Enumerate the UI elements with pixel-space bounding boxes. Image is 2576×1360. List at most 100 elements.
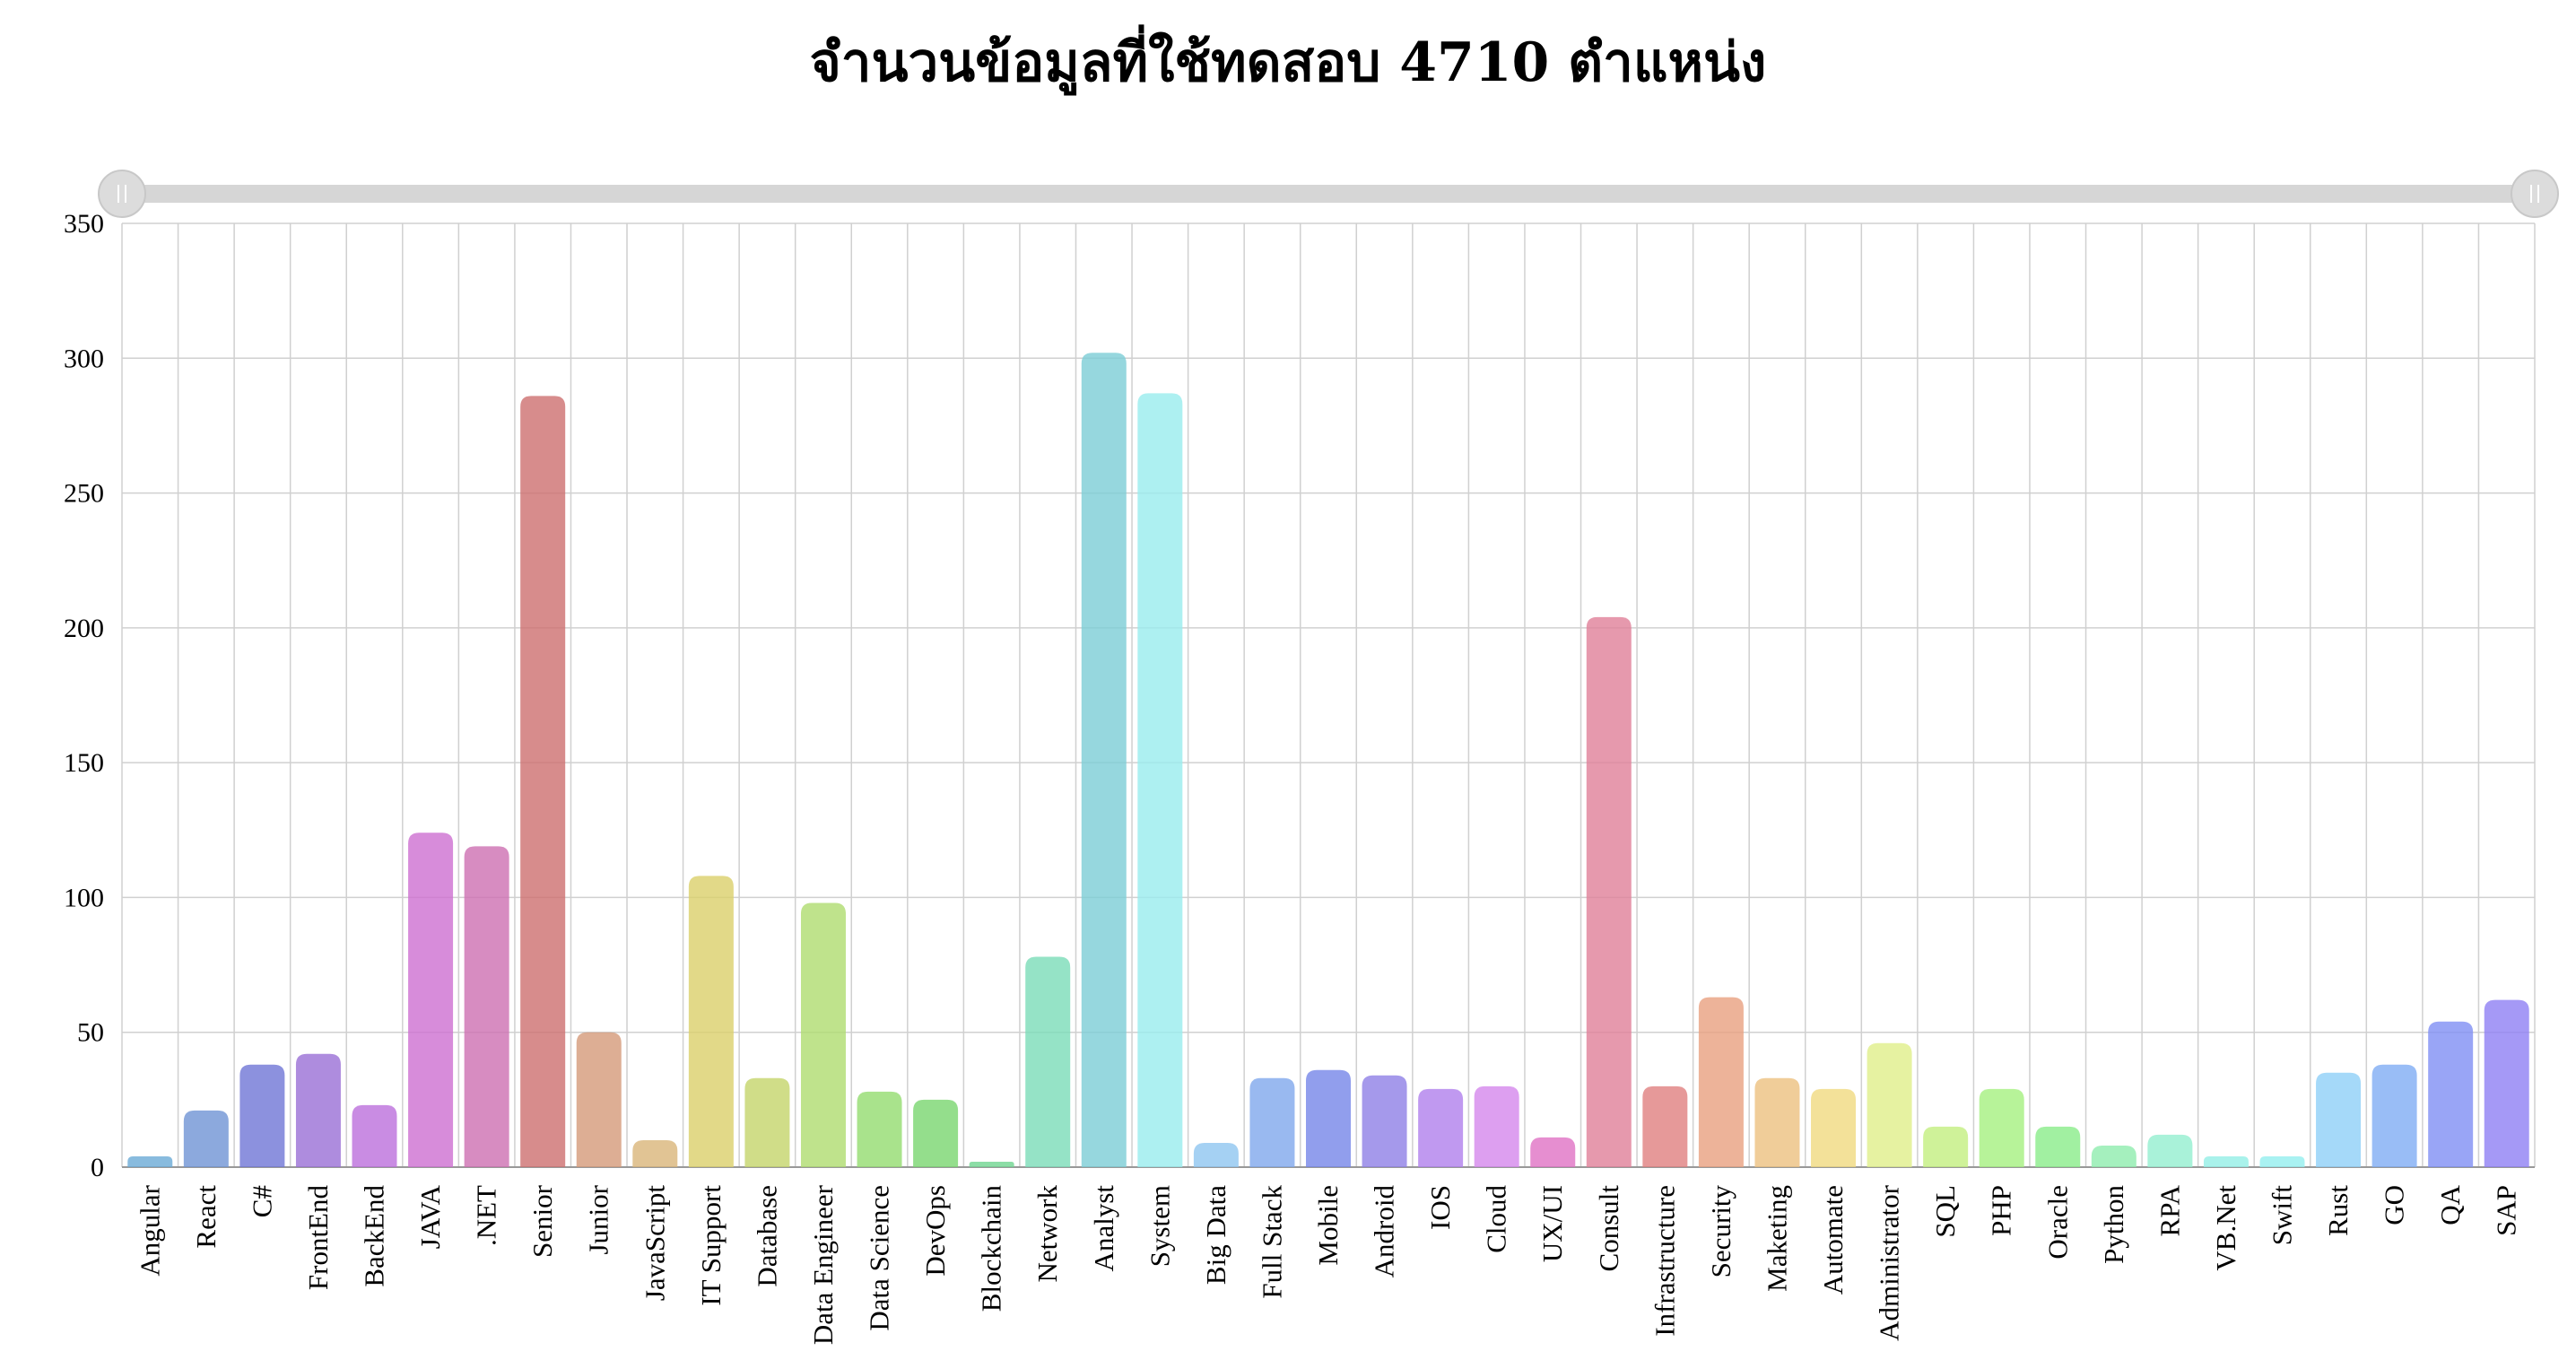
x-tick-label: Big Data xyxy=(1200,1185,1231,1285)
bar-it-support xyxy=(688,876,734,1167)
y-tick-label: 250 xyxy=(64,479,104,509)
x-tick-label: RPA xyxy=(2154,1184,2185,1236)
x-tick-label: GO xyxy=(2379,1185,2410,1225)
x-tick-label: JavaScript xyxy=(639,1185,670,1302)
x-axis-labels: Angular React C# FrontEnd BackEnd JAVA .NET Sen… xyxy=(134,1184,2521,1345)
bar-junior xyxy=(576,1032,622,1167)
bar--net xyxy=(464,846,509,1167)
bar-big-data xyxy=(1193,1142,1239,1167)
bar-python xyxy=(2091,1145,2137,1167)
y-tick-label: 50 xyxy=(77,1018,104,1048)
x-tick-label: VB.Net xyxy=(2210,1185,2241,1271)
x-tick-label: Infrastructure xyxy=(1649,1185,1680,1337)
bars xyxy=(127,353,2529,1167)
x-tick-label: Python xyxy=(2098,1185,2129,1264)
bar-java xyxy=(408,833,454,1167)
x-tick-label: Database xyxy=(751,1185,782,1287)
bar-security xyxy=(1698,997,1744,1167)
x-tick-label: FrontEnd xyxy=(302,1185,334,1291)
x-tick-label: SAP xyxy=(2491,1185,2522,1236)
bar-automate xyxy=(1811,1088,1857,1167)
x-tick-label: Cloud xyxy=(1481,1185,1512,1253)
x-tick-label: QA xyxy=(2434,1184,2466,1225)
bar-react xyxy=(183,1110,229,1167)
x-tick-label: Analyst xyxy=(1088,1185,1119,1272)
bar-blockchain xyxy=(969,1161,1014,1167)
bar-angular xyxy=(127,1155,173,1167)
x-tick-label: Oracle xyxy=(2041,1185,2073,1260)
x-tick-label: JAVA xyxy=(414,1184,446,1249)
x-tick-label: Senior xyxy=(527,1184,558,1258)
x-tick-label: IT Support xyxy=(695,1185,727,1306)
bar-analyst xyxy=(1081,353,1127,1167)
x-tick-label: Junior xyxy=(583,1184,614,1254)
x-tick-label: Automate xyxy=(1817,1185,1849,1295)
x-tick-label: Data Engineer xyxy=(807,1184,839,1345)
y-tick-label: 200 xyxy=(64,614,104,643)
bar-full-stack xyxy=(1249,1077,1295,1167)
x-tick-label: .NET xyxy=(471,1185,502,1246)
x-tick-label: IOS xyxy=(1424,1185,1456,1230)
x-tick-label: Consult xyxy=(1593,1185,1624,1272)
bar-frontend xyxy=(295,1053,341,1167)
y-tick-label: 300 xyxy=(64,344,104,373)
bar-consult xyxy=(1586,616,1632,1167)
chart-title: จำนวนข้อมูลที่ใช้ทดสอบ 4710 ตำแหน่ง xyxy=(810,24,1767,96)
x-tick-label: Android xyxy=(1369,1185,1400,1278)
x-tick-label: Security xyxy=(1705,1185,1736,1278)
x-tick-label: Swift xyxy=(2266,1185,2297,1246)
bar-qa xyxy=(2428,1021,2474,1167)
x-tick-label: React xyxy=(190,1185,222,1249)
x-tick-label: C# xyxy=(246,1185,277,1217)
x-tick-label: Network xyxy=(1031,1185,1063,1283)
slider-track[interactable] xyxy=(122,185,2535,203)
slider-start-handle[interactable] xyxy=(98,170,146,218)
bar-backend xyxy=(352,1104,397,1167)
x-tick-label: Mobile xyxy=(1312,1185,1344,1266)
y-tick-label: 150 xyxy=(64,748,104,778)
bar-devops xyxy=(913,1099,959,1167)
x-tick-label: SQL xyxy=(1929,1185,1961,1238)
bar-php xyxy=(1979,1088,2024,1167)
bar-android xyxy=(1362,1075,1407,1167)
bar-senior xyxy=(520,396,566,1167)
x-tick-label: Data Science xyxy=(864,1185,895,1331)
x-tick-label: UX/UI xyxy=(1536,1185,1568,1262)
bar-go xyxy=(2371,1064,2417,1167)
bar-ux-ui xyxy=(1530,1137,1576,1167)
range-slider[interactable] xyxy=(98,170,2559,218)
y-tick-label: 100 xyxy=(64,883,104,912)
x-tick-label: Angular xyxy=(134,1184,165,1276)
bar-network xyxy=(1025,956,1071,1167)
slider-end-handle[interactable] xyxy=(2511,170,2559,218)
bar-sql xyxy=(1923,1126,1969,1167)
x-tick-label: BackEnd xyxy=(359,1185,390,1287)
bar-cloud xyxy=(1474,1085,1519,1167)
bar-sap xyxy=(2484,999,2529,1167)
x-tick-label: Blockchain xyxy=(976,1185,1007,1312)
bar-javascript xyxy=(632,1139,678,1167)
bar-data-science xyxy=(857,1091,902,1167)
bar-oracle xyxy=(2035,1126,2081,1167)
bar-administrator xyxy=(1867,1042,1912,1167)
bar-data-engineer xyxy=(800,902,846,1167)
x-tick-label: Full Stack xyxy=(1256,1185,1287,1299)
x-tick-label: Rust xyxy=(2322,1185,2354,1236)
x-tick-label: Maketing xyxy=(1761,1185,1792,1292)
bar-rust xyxy=(2316,1072,2362,1167)
y-tick-label: 0 xyxy=(91,1153,104,1182)
bar-vb-net xyxy=(2203,1155,2249,1167)
bar-mobile xyxy=(1306,1069,1351,1167)
x-tick-label: DevOps xyxy=(919,1185,951,1277)
x-tick-label: PHP xyxy=(1986,1185,2017,1236)
bar-database xyxy=(744,1077,790,1167)
bar-c# xyxy=(239,1064,285,1167)
x-tick-label: System xyxy=(1144,1185,1175,1267)
y-tick-label: 350 xyxy=(64,209,104,239)
bar-infrastructure xyxy=(1642,1085,1688,1167)
bar-swift xyxy=(2259,1155,2305,1167)
bar-rpa xyxy=(2147,1134,2193,1167)
bar-system xyxy=(1137,393,1183,1167)
x-tick-label: Administrator xyxy=(1874,1184,1905,1341)
bar-maketing xyxy=(1754,1077,1800,1167)
